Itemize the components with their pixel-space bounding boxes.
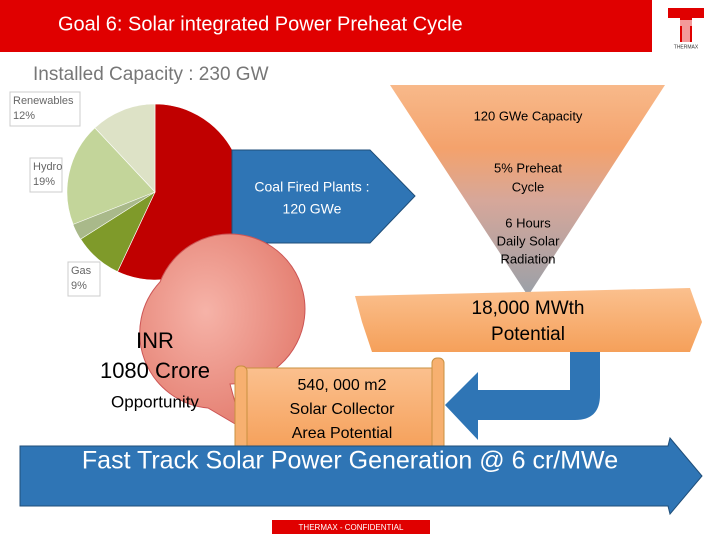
funnel-bottom: Daily Solar (497, 233, 561, 248)
pie-slice (94, 103, 156, 193)
callout-line: 1080 Crore (100, 358, 210, 383)
scroll-roll (431, 357, 445, 453)
funnel (390, 85, 665, 296)
u-arrow (445, 352, 600, 440)
funnel-top: 120 GWe Capacity (474, 108, 583, 123)
funnel-bottom: 6 Hours (505, 215, 551, 230)
pie-label: Hydro (33, 161, 62, 173)
callout-sub: Opportunity (111, 392, 199, 411)
bottom-arrow (19, 436, 703, 516)
pie-slice (66, 127, 156, 225)
slide-title: Goal 6: Solar integrated Power Preheat C… (58, 13, 463, 35)
footer-bar (272, 520, 430, 534)
pie-slice (80, 191, 156, 273)
pie-title: Installed Capacity : 230 GW (33, 64, 269, 85)
footer: THERMAX - CONFIDENTIAL (299, 523, 404, 532)
logo-text: THERMAX (674, 44, 699, 50)
banner (355, 288, 702, 352)
pie-label: Gas (71, 265, 92, 277)
scroll-line: 540, 000 m2 (298, 377, 387, 394)
pie-value-label: 12% (13, 110, 35, 122)
banner-line: Potential (491, 324, 565, 345)
scroll-line: Area Potential (292, 425, 393, 442)
pie-value-label: 9% (71, 280, 87, 292)
callout (139, 233, 306, 430)
callout-line: INR (136, 328, 174, 353)
bottom-arrow-text: Fast Track Solar Power Generation @ 6 cr… (82, 447, 618, 475)
pie-label-box (29, 157, 63, 193)
pie-label-box (67, 261, 101, 297)
funnel-middle: 5% Preheat (494, 160, 562, 175)
pie-label-box (9, 91, 81, 127)
funnel-bottom: Radiation (501, 251, 556, 266)
arrow-line: 120 GWe (283, 201, 342, 217)
scroll-line: Solar Collector (290, 401, 396, 418)
arrow-line: Coal Fired Plants : (254, 179, 369, 195)
pie-value-label: 19% (33, 176, 55, 188)
banner-line: 18,000 MWth (472, 298, 585, 319)
logo: THERMAX (668, 8, 704, 50)
arrow (231, 149, 416, 244)
funnel-middle: Cycle (512, 179, 545, 194)
pie-label: Renewables (13, 95, 74, 107)
title-bar (0, 0, 652, 52)
